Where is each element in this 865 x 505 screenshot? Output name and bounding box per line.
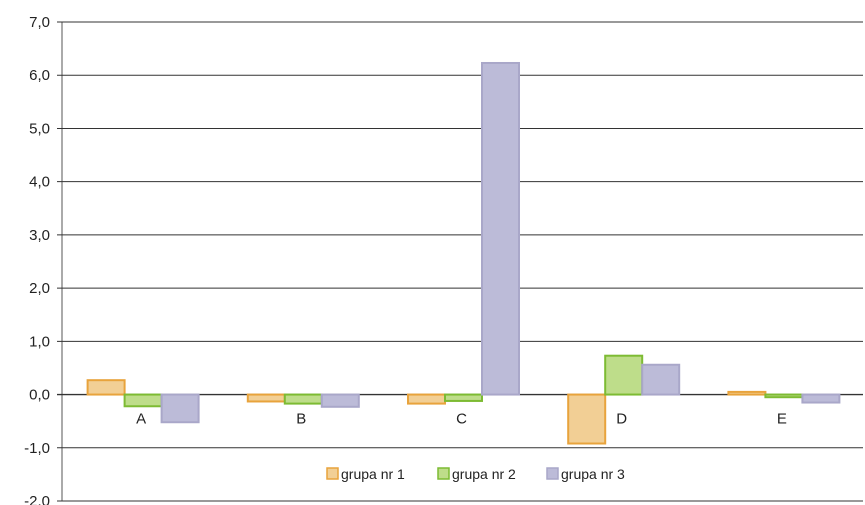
bar-c-series-3 [481, 61, 520, 396]
category-label: C [456, 411, 467, 428]
bar-a-series-2 [123, 393, 163, 408]
bar-b-series-1 [246, 393, 286, 403]
grid-lines [57, 21, 863, 502]
y-tick-label: 7,0 [29, 14, 50, 31]
legend-label: grupa nr 2 [452, 466, 516, 482]
legend: grupa nr 1 grupa nr 2 grupa nr 3 [326, 466, 625, 482]
bar-b-series-3 [320, 393, 360, 408]
bar-b-series-2 [283, 393, 323, 405]
y-tick-label: -2,0 [24, 493, 50, 505]
y-tick-label: 4,0 [29, 174, 50, 191]
y-tick-label: -1,0 [24, 440, 50, 457]
y-tick-label: 0,0 [29, 387, 50, 404]
bars [86, 61, 841, 445]
bar-d-series-1 [567, 393, 607, 445]
bar-c-series-1 [407, 393, 446, 405]
y-tick-label: 2,0 [29, 280, 50, 297]
y-tick-label: 5,0 [29, 120, 50, 137]
category-label: D [616, 411, 627, 428]
bar-a-series-1 [86, 379, 126, 396]
legend-label: grupa nr 1 [341, 466, 405, 482]
category-label: A [136, 411, 146, 428]
legend-label: grupa nr 3 [561, 466, 625, 482]
y-tick-label: 1,0 [29, 333, 50, 350]
legend-swatch [437, 467, 450, 480]
y-tick-label: 6,0 [29, 67, 50, 84]
legend-swatch [326, 467, 339, 480]
category-label: E [777, 411, 787, 428]
bar-d-series-3 [641, 363, 681, 396]
category-labels: A B C D E [136, 411, 787, 428]
bar-d-series-2 [604, 354, 644, 396]
bar-e-series-2 [764, 393, 804, 399]
bar-c-series-2 [444, 393, 483, 402]
category-label: B [296, 411, 306, 428]
y-axis-ticks: -2,0 -1,0 0,0 1,0 2,0 3,0 4,0 5,0 6,0 7,0 [24, 14, 50, 505]
y-tick-label: 3,0 [29, 227, 50, 244]
bar-a-series-3 [160, 393, 200, 424]
bar-e-series-1 [727, 390, 767, 396]
legend-swatch [546, 467, 559, 480]
bar-e-series-3 [801, 393, 841, 404]
